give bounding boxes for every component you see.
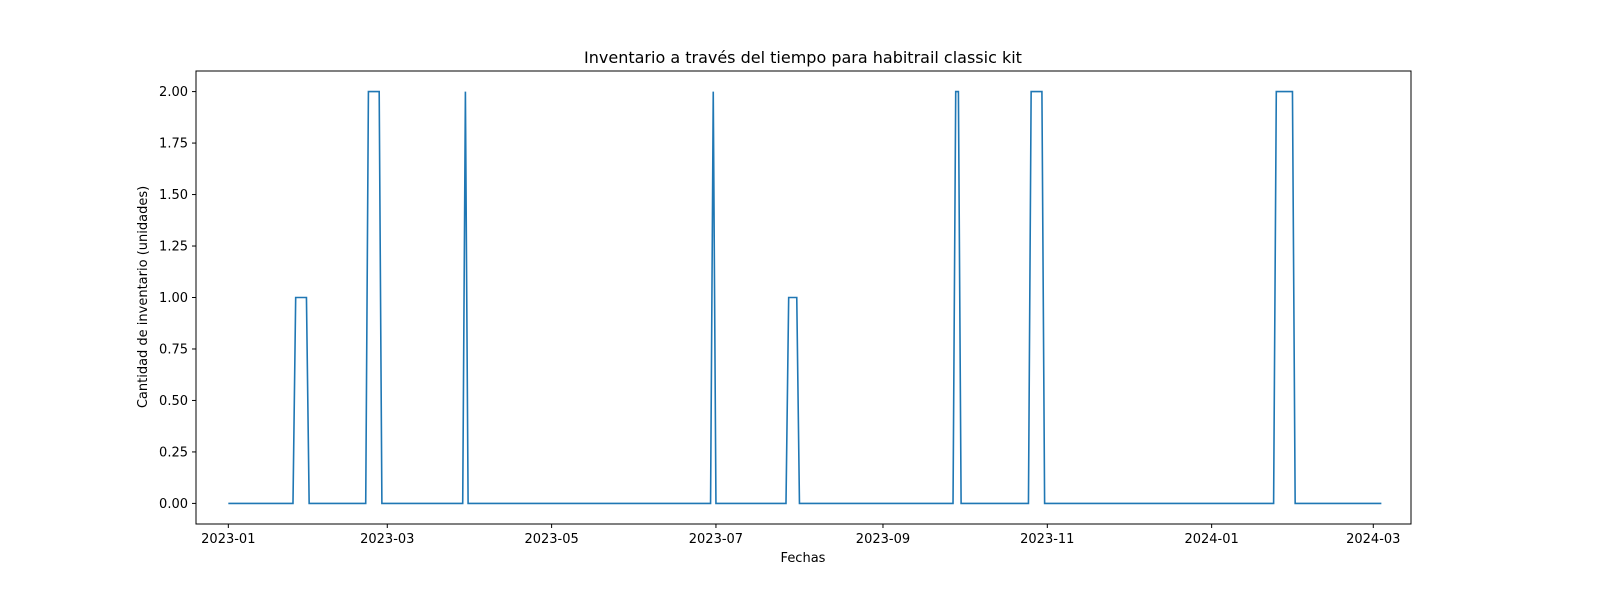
y-tick-label: 1.75 <box>159 137 188 152</box>
y-tick-label: 0.50 <box>159 394 188 409</box>
y-tick-label: 1.00 <box>159 291 188 306</box>
x-axis-label: Fechas <box>781 551 826 566</box>
y-axis-label: Cantidad de inventario (unidades) <box>136 186 151 408</box>
plot-area: 2023-01 2023-03 2023-05 2023-07 2023-09 2023-… <box>159 70 1412 547</box>
y-tick-label: 2.00 <box>159 85 188 100</box>
x-tick-label: 2023-09 <box>856 532 910 547</box>
y-tick-label: 0.00 <box>159 497 188 512</box>
y-tick-label: 1.50 <box>159 188 188 203</box>
x-tick-label: 2023-07 <box>689 532 743 547</box>
chart-title: Inventario a través del tiempo para habi… <box>584 48 1022 67</box>
x-tick-label: 2023-11 <box>1020 532 1074 547</box>
y-tick-label: 0.25 <box>159 445 188 460</box>
y-tick-label: 0.75 <box>159 342 188 357</box>
x-tick-label: 2023-03 <box>360 532 414 547</box>
x-tick-label: 2024-01 <box>1184 532 1238 547</box>
x-tick-label: 2023-05 <box>524 532 578 547</box>
x-tick-label: 2023-01 <box>201 532 255 547</box>
series-line-0 <box>228 90 1382 505</box>
y-tick-label: 1.25 <box>159 240 188 255</box>
x-tick-label: 2024-03 <box>1346 532 1400 547</box>
